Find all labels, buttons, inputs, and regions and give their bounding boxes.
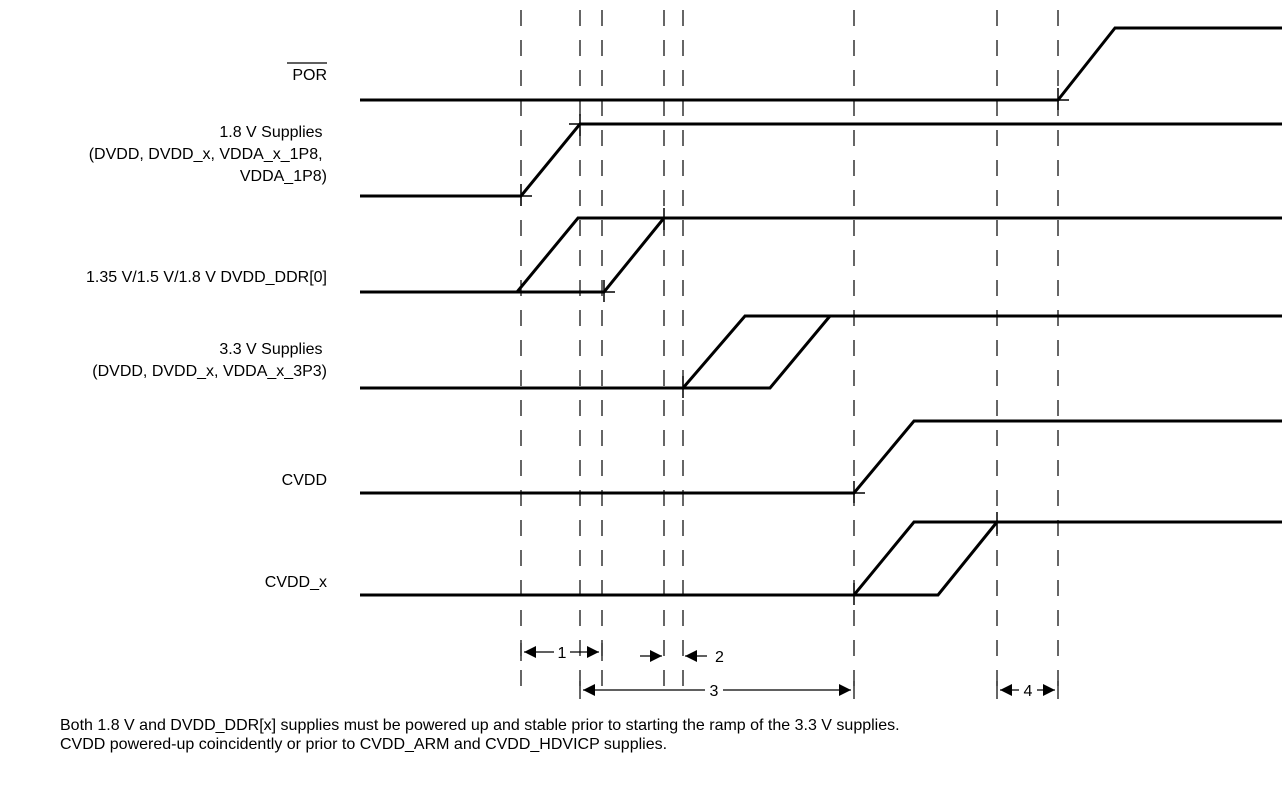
ddr-waveform-early (360, 216, 1282, 294)
ddr-waveform-late (517, 217, 666, 294)
cvdd-label: CVDD (282, 472, 327, 489)
timing-marker-1: 1 (520, 643, 603, 662)
footnote-supply-order: Both 1.8 V and DVDD_DDR[x] supplies must… (60, 717, 900, 734)
cvdd-x-waveform-late (854, 521, 999, 597)
timing-marker-4: 4 (996, 681, 1059, 700)
time-reference-lines (520, 10, 1059, 695)
supplies-3p3-waveform-late (683, 315, 832, 390)
supplies-1p8-waveform (360, 122, 1282, 198)
supplies-1p8-label: 1.8 V Supplies (DVDD, DVDD_x, VDDA_x_1P8… (89, 124, 327, 185)
marker-2-label: 2 (715, 649, 724, 666)
por-waveform (360, 26, 1282, 102)
marker-4-label: 4 (1024, 683, 1033, 700)
por-label: POR (292, 67, 327, 84)
supplies-3p3-waveform-early (360, 314, 1282, 390)
marker-3-label: 3 (710, 683, 719, 700)
cvdd-waveform (360, 419, 1282, 495)
cvdd-x-waveform-early (360, 520, 1282, 597)
ddr-label: 1.35 V/1.5 V/1.8 V DVDD_DDR[0] (86, 269, 327, 286)
timing-marker-2: 2 (640, 649, 724, 666)
marker-1-label: 1 (558, 645, 567, 662)
footnote-cvdd-order: CVDD powered-up coincidently or prior to… (60, 736, 668, 753)
transition-ticks (510, 88, 1069, 605)
timing-marker-3: 3 (579, 681, 855, 700)
supplies-3p3-label: 3.3 V Supplies (DVDD, DVDD_x, VDDA_x_3P3… (92, 341, 327, 380)
footnotes: Both 1.8 V and DVDD_DDR[x] supplies must… (60, 716, 1220, 754)
cvdd-x-label: CVDD_x (265, 574, 327, 591)
